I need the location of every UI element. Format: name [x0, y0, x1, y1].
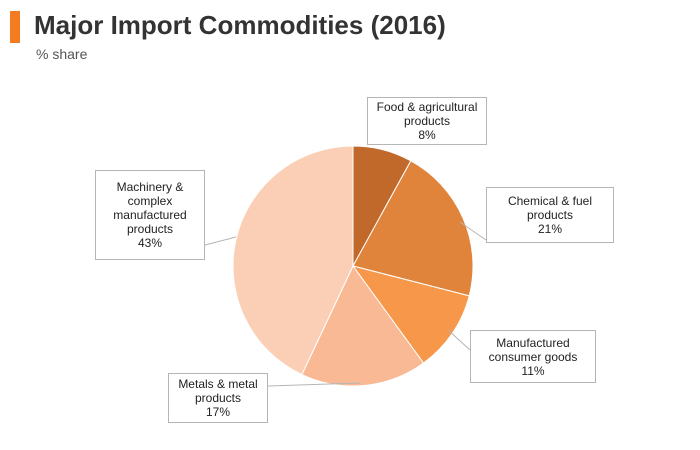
slice-label-food: Food & agricultural products 8%	[367, 97, 487, 145]
slice-label-consumer: Manufactured consumer goods 11%	[470, 330, 596, 383]
slice-label-text: products	[403, 114, 451, 128]
slice-label-text: Machinery &	[116, 180, 184, 194]
slice-label-text: Food & agricultural	[376, 100, 478, 114]
slice-value-label: 11%	[521, 363, 545, 378]
leader-line-metals	[267, 382, 361, 387]
slice-label-text: Chemical & fuel	[507, 194, 593, 208]
leader-line-chemical	[459, 221, 487, 241]
slice-label-text: manufactured	[113, 208, 187, 222]
slice-label-text: Manufactured	[496, 335, 570, 350]
pie-slice-chemical	[352, 160, 474, 297]
slice-value-label: 43%	[137, 236, 163, 250]
slice-value-label: 8%	[418, 128, 436, 142]
leader-line-consumer	[447, 329, 471, 351]
slice-label-text: products	[194, 391, 242, 405]
chart-title: Major Import Commodities (2016)	[34, 10, 446, 40]
slice-label-text: consumer goods	[488, 349, 578, 364]
leader-line-machinery	[204, 236, 237, 246]
slice-label-text: products	[526, 208, 574, 222]
title-accent-bar	[10, 11, 20, 43]
pie-slice-metals	[301, 265, 425, 387]
slice-label-chemical: Chemical & fuel products 21%	[486, 187, 614, 243]
slice-label-metals: Metals & metal products 17%	[168, 373, 268, 423]
slice-label-text: Metals & metal	[178, 377, 258, 391]
pie-slice-machinery	[232, 145, 354, 376]
chart-subtitle: % share	[36, 46, 88, 62]
slice-value-label: 21%	[537, 222, 563, 236]
slice-value-label: 17%	[205, 405, 231, 419]
slice-label-machinery: Machinery & complex manufactured products 43…	[95, 170, 205, 260]
slice-label-text: products	[126, 222, 174, 236]
slice-label-text: complex	[127, 194, 173, 208]
